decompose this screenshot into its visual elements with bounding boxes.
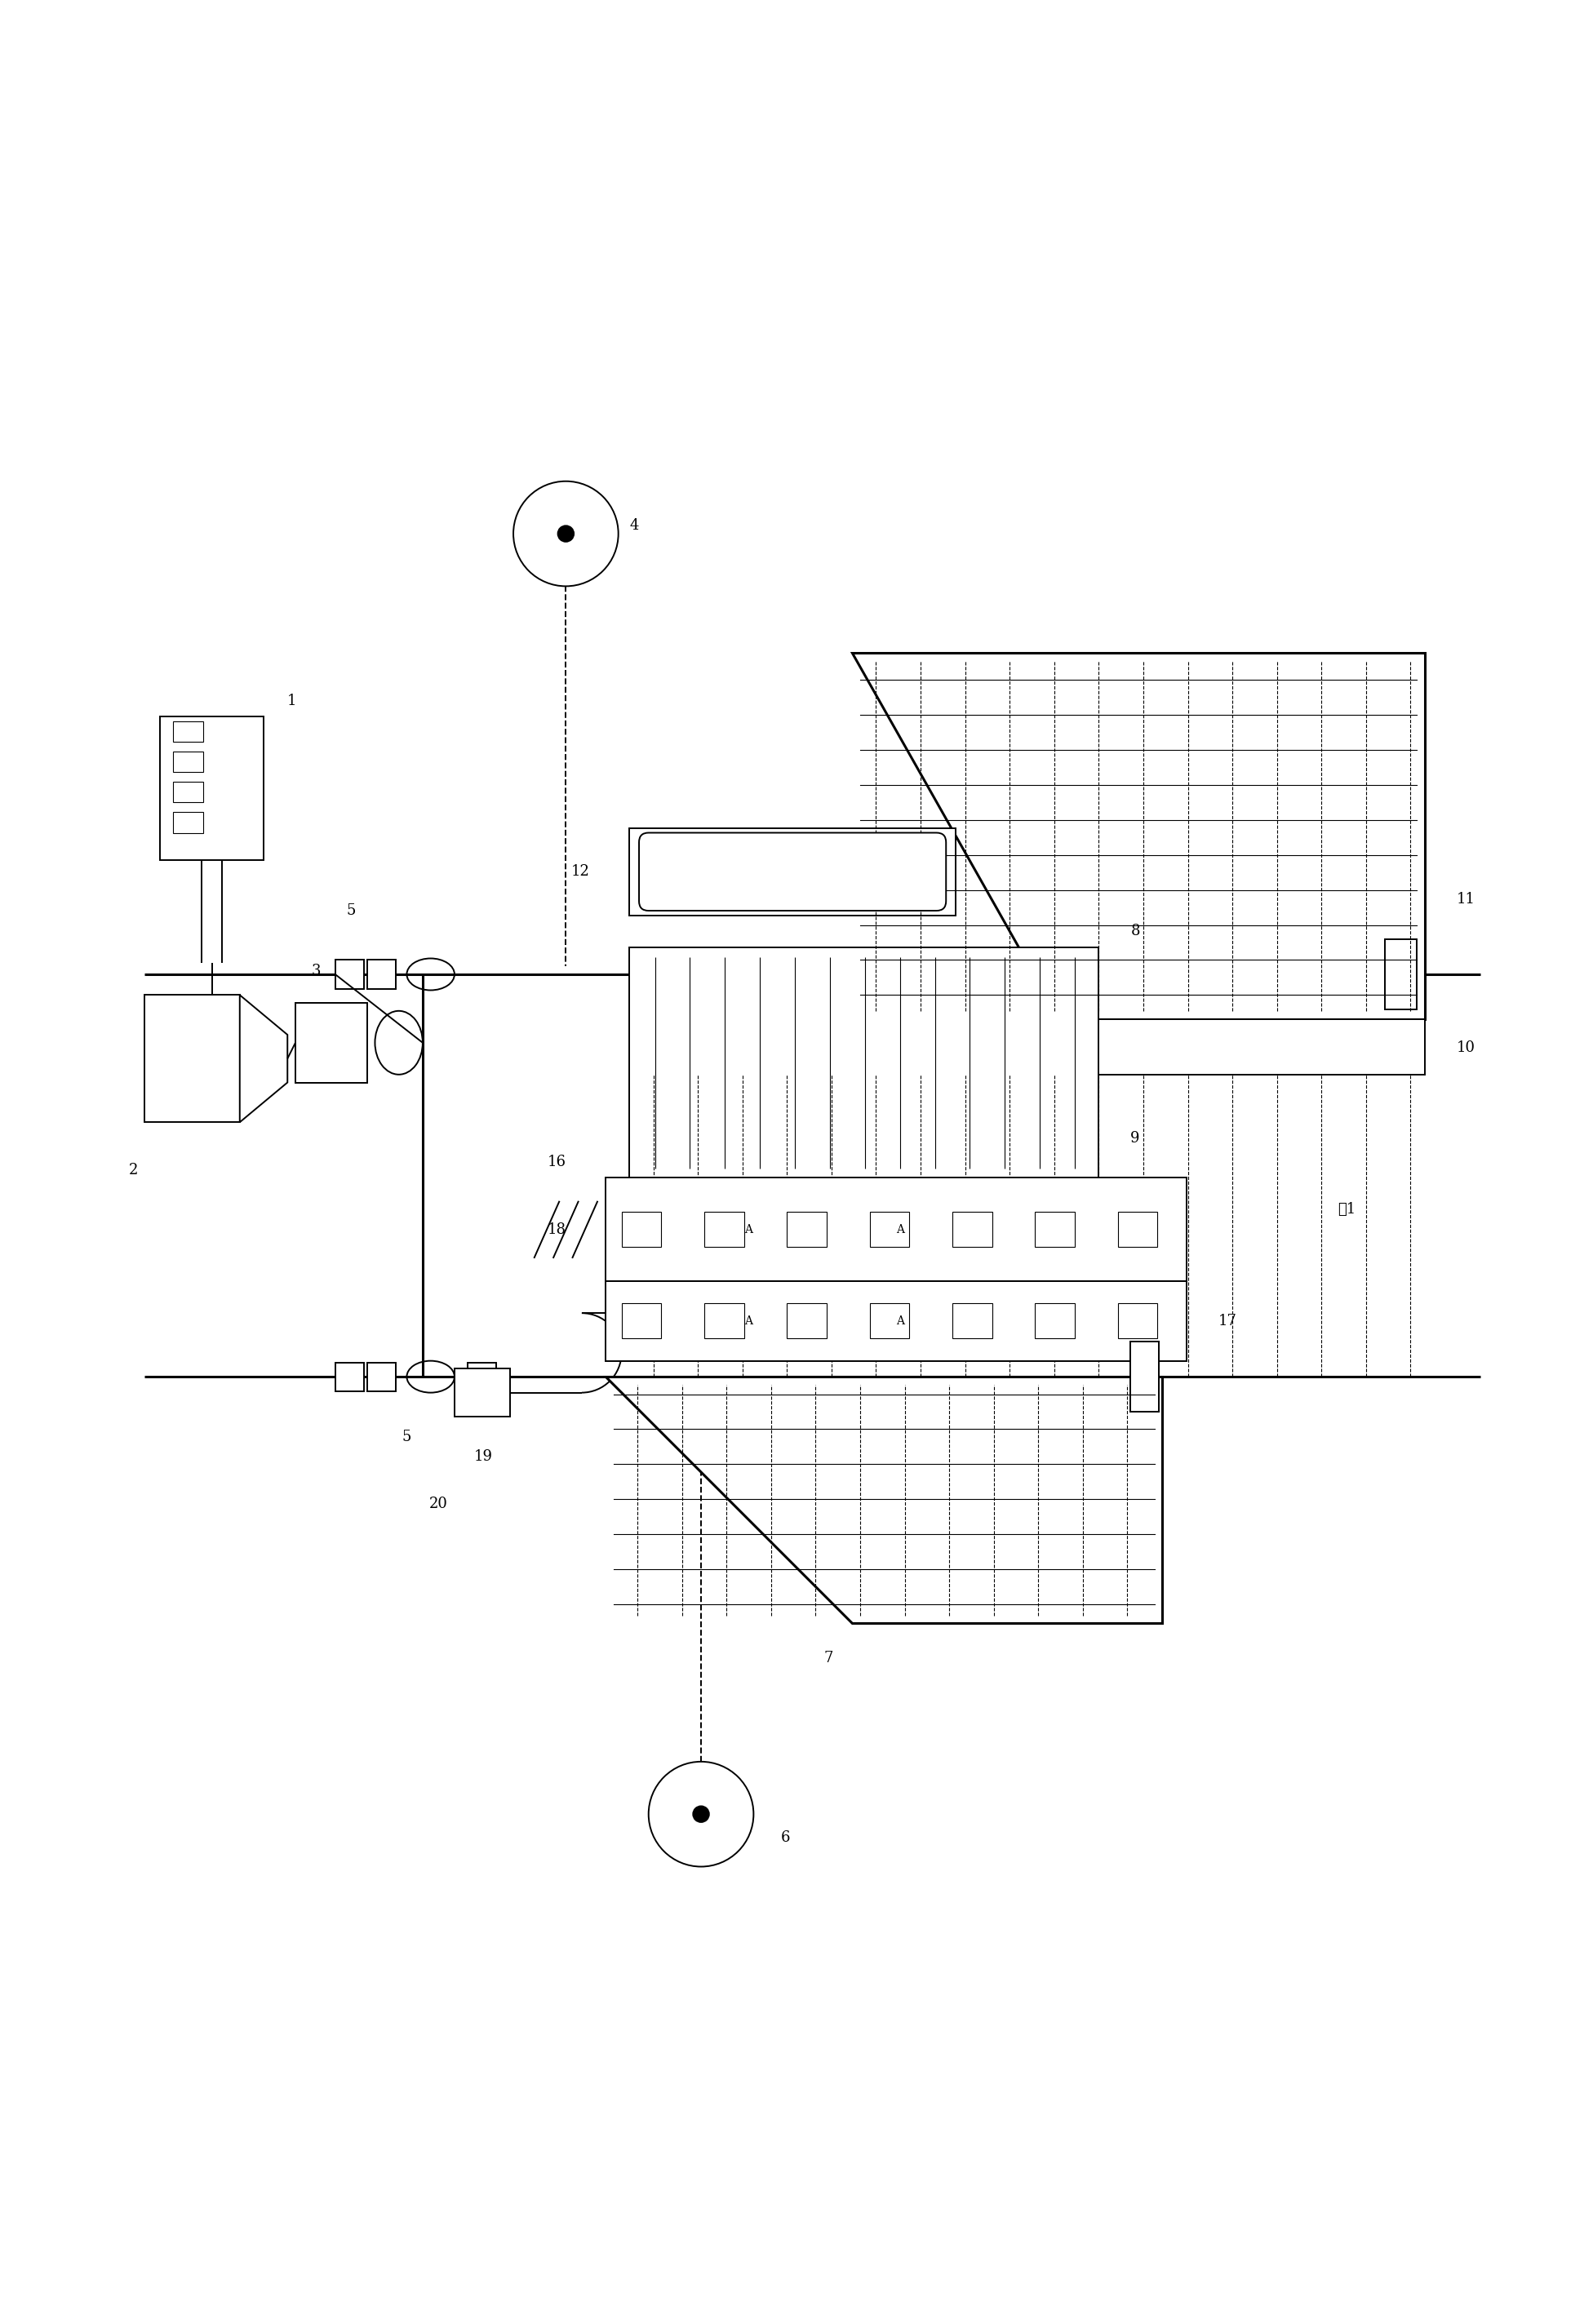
Text: 11: 11 (1456, 892, 1475, 906)
Bar (605, 1281, 1187, 1362)
Text: 17: 17 (1219, 1313, 1236, 1329)
Text: 图1: 图1 (1338, 1202, 1356, 1218)
Bar (174, 811, 204, 832)
Text: 10: 10 (1456, 1041, 1475, 1055)
Bar (366, 1362, 395, 1392)
Bar (1118, 1213, 1158, 1248)
Bar (787, 1213, 827, 1248)
Text: 6: 6 (781, 1831, 790, 1845)
Bar (295, 1004, 366, 1083)
Bar (1059, 1018, 1424, 1074)
Bar (174, 781, 204, 802)
Text: 19: 19 (473, 1448, 492, 1464)
Circle shape (558, 525, 573, 541)
Bar (174, 720, 204, 741)
Bar (467, 1362, 495, 1392)
Text: 5: 5 (401, 1429, 411, 1446)
Text: 9: 9 (1131, 1132, 1141, 1146)
Text: 2: 2 (129, 1162, 137, 1178)
Bar (174, 751, 204, 772)
Text: 18: 18 (546, 1222, 566, 1236)
Text: A: A (895, 1225, 903, 1236)
Polygon shape (852, 653, 1424, 1018)
Bar (605, 1178, 1187, 1281)
Bar (704, 1213, 744, 1248)
Bar (1131, 1341, 1160, 1411)
Bar (787, 1304, 827, 1339)
Text: 3: 3 (311, 964, 320, 978)
Bar (366, 960, 395, 988)
Polygon shape (239, 995, 287, 1122)
Text: A: A (744, 1225, 753, 1236)
Text: 1: 1 (287, 693, 296, 709)
Polygon shape (605, 1376, 1163, 1622)
Bar (629, 948, 1099, 1178)
Text: A: A (895, 1315, 903, 1327)
Text: A: A (744, 1315, 753, 1327)
Text: 20: 20 (429, 1497, 448, 1511)
Text: 4: 4 (629, 518, 639, 532)
Bar (1118, 1304, 1158, 1339)
Bar (953, 1213, 992, 1248)
Bar (1035, 1213, 1075, 1248)
Text: 7: 7 (824, 1650, 833, 1666)
Polygon shape (145, 995, 239, 1122)
Bar (161, 716, 263, 860)
FancyBboxPatch shape (639, 832, 946, 911)
Bar (335, 960, 363, 988)
Bar (335, 1362, 363, 1392)
Bar (454, 1369, 510, 1418)
Circle shape (693, 1806, 709, 1822)
Bar (1035, 1304, 1075, 1339)
Text: 8: 8 (1131, 925, 1141, 939)
Bar (870, 1213, 910, 1248)
Text: 16: 16 (546, 1155, 566, 1169)
Bar (1384, 939, 1416, 1009)
Bar (704, 1304, 744, 1339)
Bar (621, 1213, 661, 1248)
Bar (953, 1304, 992, 1339)
Text: 12: 12 (570, 865, 589, 878)
Bar (621, 1304, 661, 1339)
Bar (870, 1304, 910, 1339)
Bar (629, 827, 956, 916)
Text: 5: 5 (346, 904, 355, 918)
